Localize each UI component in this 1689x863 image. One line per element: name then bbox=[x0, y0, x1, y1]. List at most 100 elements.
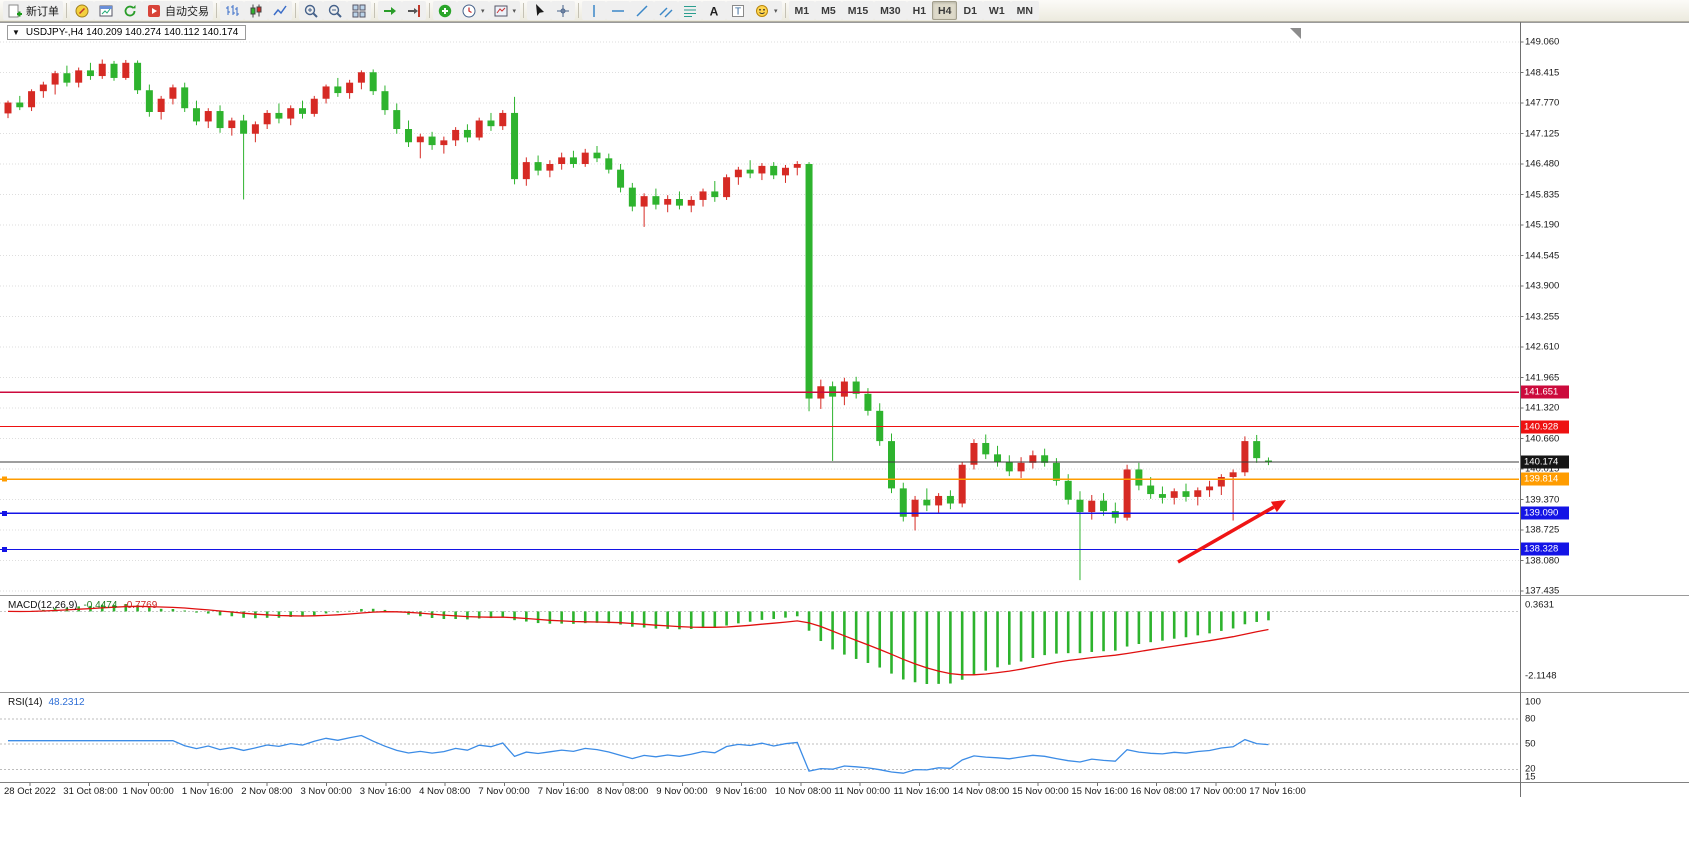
new-chart-button[interactable] bbox=[94, 1, 118, 20]
compass-button[interactable] bbox=[70, 1, 94, 20]
timeframe-button-h1[interactable]: H1 bbox=[906, 1, 933, 20]
toolbar-button-label: 自动交易 bbox=[165, 5, 209, 18]
rsi-panel[interactable] bbox=[0, 718, 1519, 774]
cursor-icon bbox=[531, 3, 547, 19]
time-axis-label: 11 Nov 16:00 bbox=[893, 786, 950, 797]
tile-windows-button[interactable] bbox=[347, 1, 371, 20]
fibonacci-button[interactable] bbox=[678, 1, 703, 20]
trendline-button[interactable] bbox=[630, 1, 655, 20]
time-axis-label: 11 Nov 00:00 bbox=[834, 786, 890, 797]
zoom-in-button[interactable] bbox=[299, 1, 323, 20]
horizontal-line-button[interactable] bbox=[606, 1, 631, 20]
rsi-axis-label: 50 bbox=[1525, 738, 1536, 750]
candlestick-chart-button[interactable] bbox=[244, 1, 268, 20]
candlesticks bbox=[4, 59, 1272, 581]
time-axis-label: 15 Nov 16:00 bbox=[1071, 786, 1128, 797]
macd-axis-min: -2.1148 bbox=[1525, 670, 1557, 682]
crosshair-button[interactable] bbox=[551, 1, 576, 20]
timeframe-button-mn[interactable]: MN bbox=[1010, 1, 1040, 20]
clock-icon bbox=[461, 3, 477, 19]
chart-title-box: ▼ USDJPY-,H4 140.209 140.274 140.112 140… bbox=[7, 25, 247, 40]
timeframe-button-d1[interactable]: D1 bbox=[957, 1, 983, 20]
vertical-line-button[interactable] bbox=[582, 1, 607, 20]
macd-panel[interactable] bbox=[0, 604, 1519, 684]
dropdown-arrow-icon: ▾ bbox=[774, 7, 778, 15]
rsi-axis-label: 20 bbox=[1525, 763, 1536, 775]
bars-icon bbox=[224, 3, 240, 19]
auto-scroll-button[interactable] bbox=[378, 1, 402, 20]
price-axis-label: 142.610 bbox=[1525, 341, 1560, 353]
time-axis-label: 28 Oct 2022 bbox=[4, 786, 56, 797]
price-axis-label: 145.835 bbox=[1525, 189, 1560, 200]
level-price-badge: 140.928 bbox=[1521, 420, 1569, 434]
chart-shift-marker[interactable] bbox=[1290, 28, 1301, 39]
price-axis-label: 143.900 bbox=[1525, 280, 1560, 292]
indicators-button[interactable] bbox=[433, 1, 457, 20]
current-price-badge: 140.174 bbox=[1521, 455, 1569, 469]
timeframe-button-h4[interactable]: H4 bbox=[932, 1, 958, 20]
time-axis-label: 3 Nov 16:00 bbox=[359, 786, 412, 797]
autotrade-button[interactable]: 自动交易 bbox=[142, 1, 213, 20]
timeframe-button-m1[interactable]: M1 bbox=[788, 1, 816, 20]
price-axis-label: 143.255 bbox=[1525, 311, 1560, 322]
macd-axis-max: 0.3631 bbox=[1525, 599, 1555, 611]
timeframe-button-m30[interactable]: M30 bbox=[874, 1, 907, 20]
line-handle[interactable] bbox=[2, 510, 7, 516]
rsi-axis-label: 100 bbox=[1525, 696, 1541, 708]
zoom-in-icon bbox=[303, 3, 319, 19]
time-axis-label: 1 Nov 00:00 bbox=[122, 786, 174, 797]
price-axis-label: 139.370 bbox=[1525, 494, 1560, 505]
line-handle[interactable] bbox=[2, 546, 7, 552]
dropdown-arrow-icon: ▾ bbox=[481, 7, 485, 15]
time-axis-label: 9 Nov 16:00 bbox=[715, 786, 767, 797]
price-axis-label: 147.770 bbox=[1525, 97, 1560, 109]
bar-chart-button[interactable] bbox=[220, 1, 244, 20]
rsi-value: 48.2312 bbox=[48, 697, 85, 708]
trend-arrow-annotation[interactable] bbox=[1177, 500, 1286, 564]
price-axis-label: 141.320 bbox=[1525, 402, 1560, 414]
timeframe-button-w1[interactable]: W1 bbox=[982, 1, 1011, 20]
zoom-out-icon bbox=[327, 3, 343, 19]
price-axis-label: 146.480 bbox=[1525, 158, 1560, 170]
zoom-out-button[interactable] bbox=[323, 1, 347, 20]
text-label-button[interactable]: T bbox=[726, 1, 751, 20]
cursor-button[interactable] bbox=[527, 1, 552, 20]
crosshair-icon bbox=[555, 3, 571, 19]
line-handle[interactable] bbox=[2, 476, 7, 482]
channel-button[interactable] bbox=[654, 1, 679, 20]
level-lines bbox=[0, 391, 1519, 552]
line-chart-button[interactable] bbox=[268, 1, 292, 20]
price-axis-label: 137.435 bbox=[1525, 585, 1560, 597]
periods-button[interactable]: ▾ bbox=[457, 1, 489, 20]
new-order-button[interactable]: 新订单 bbox=[3, 1, 63, 20]
time-axis-label: 17 Nov 16:00 bbox=[1249, 786, 1306, 797]
time-axis-label: 7 Nov 16:00 bbox=[537, 786, 589, 797]
candles-icon bbox=[248, 3, 264, 19]
compass-icon bbox=[74, 3, 90, 19]
level-price-badge: 139.814 bbox=[1521, 472, 1569, 486]
axis-ticks bbox=[29, 41, 1524, 786]
hline-icon bbox=[610, 3, 626, 19]
indicators-icon bbox=[437, 3, 453, 19]
refresh-icon bbox=[122, 3, 138, 19]
price-axis-label: 145.190 bbox=[1525, 219, 1560, 231]
timeframe-button-m5[interactable]: M5 bbox=[815, 1, 842, 20]
time-axis-label: 8 Nov 08:00 bbox=[597, 786, 649, 797]
chart-shift-button[interactable] bbox=[402, 1, 426, 20]
rsi-axis-label: 80 bbox=[1525, 713, 1536, 725]
shapes-button[interactable]: ▾ bbox=[750, 1, 782, 20]
tile-icon bbox=[351, 3, 367, 19]
autotrade-icon bbox=[146, 3, 162, 19]
templates-button[interactable]: ▾ bbox=[488, 1, 521, 20]
collapse-arrow-icon[interactable]: ▼ bbox=[12, 28, 20, 37]
toolbar-button-label: 新订单 bbox=[26, 5, 59, 18]
macd-name: MACD(12,26,9) bbox=[8, 600, 78, 611]
refresh-button[interactable] bbox=[118, 1, 142, 20]
timeframe-button-m15[interactable]: M15 bbox=[841, 1, 875, 20]
rsi-label: RSI(14) 48.2312 bbox=[8, 697, 85, 708]
text-button[interactable]: A bbox=[702, 1, 727, 20]
template-icon bbox=[493, 3, 509, 19]
price-grid bbox=[0, 41, 1519, 592]
